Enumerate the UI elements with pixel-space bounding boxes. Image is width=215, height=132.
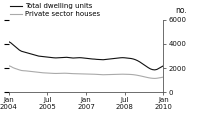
Legend: Total dwelling units, Private sector houses: Total dwelling units, Private sector hou… [10, 3, 100, 17]
Text: no.: no. [175, 6, 187, 15]
